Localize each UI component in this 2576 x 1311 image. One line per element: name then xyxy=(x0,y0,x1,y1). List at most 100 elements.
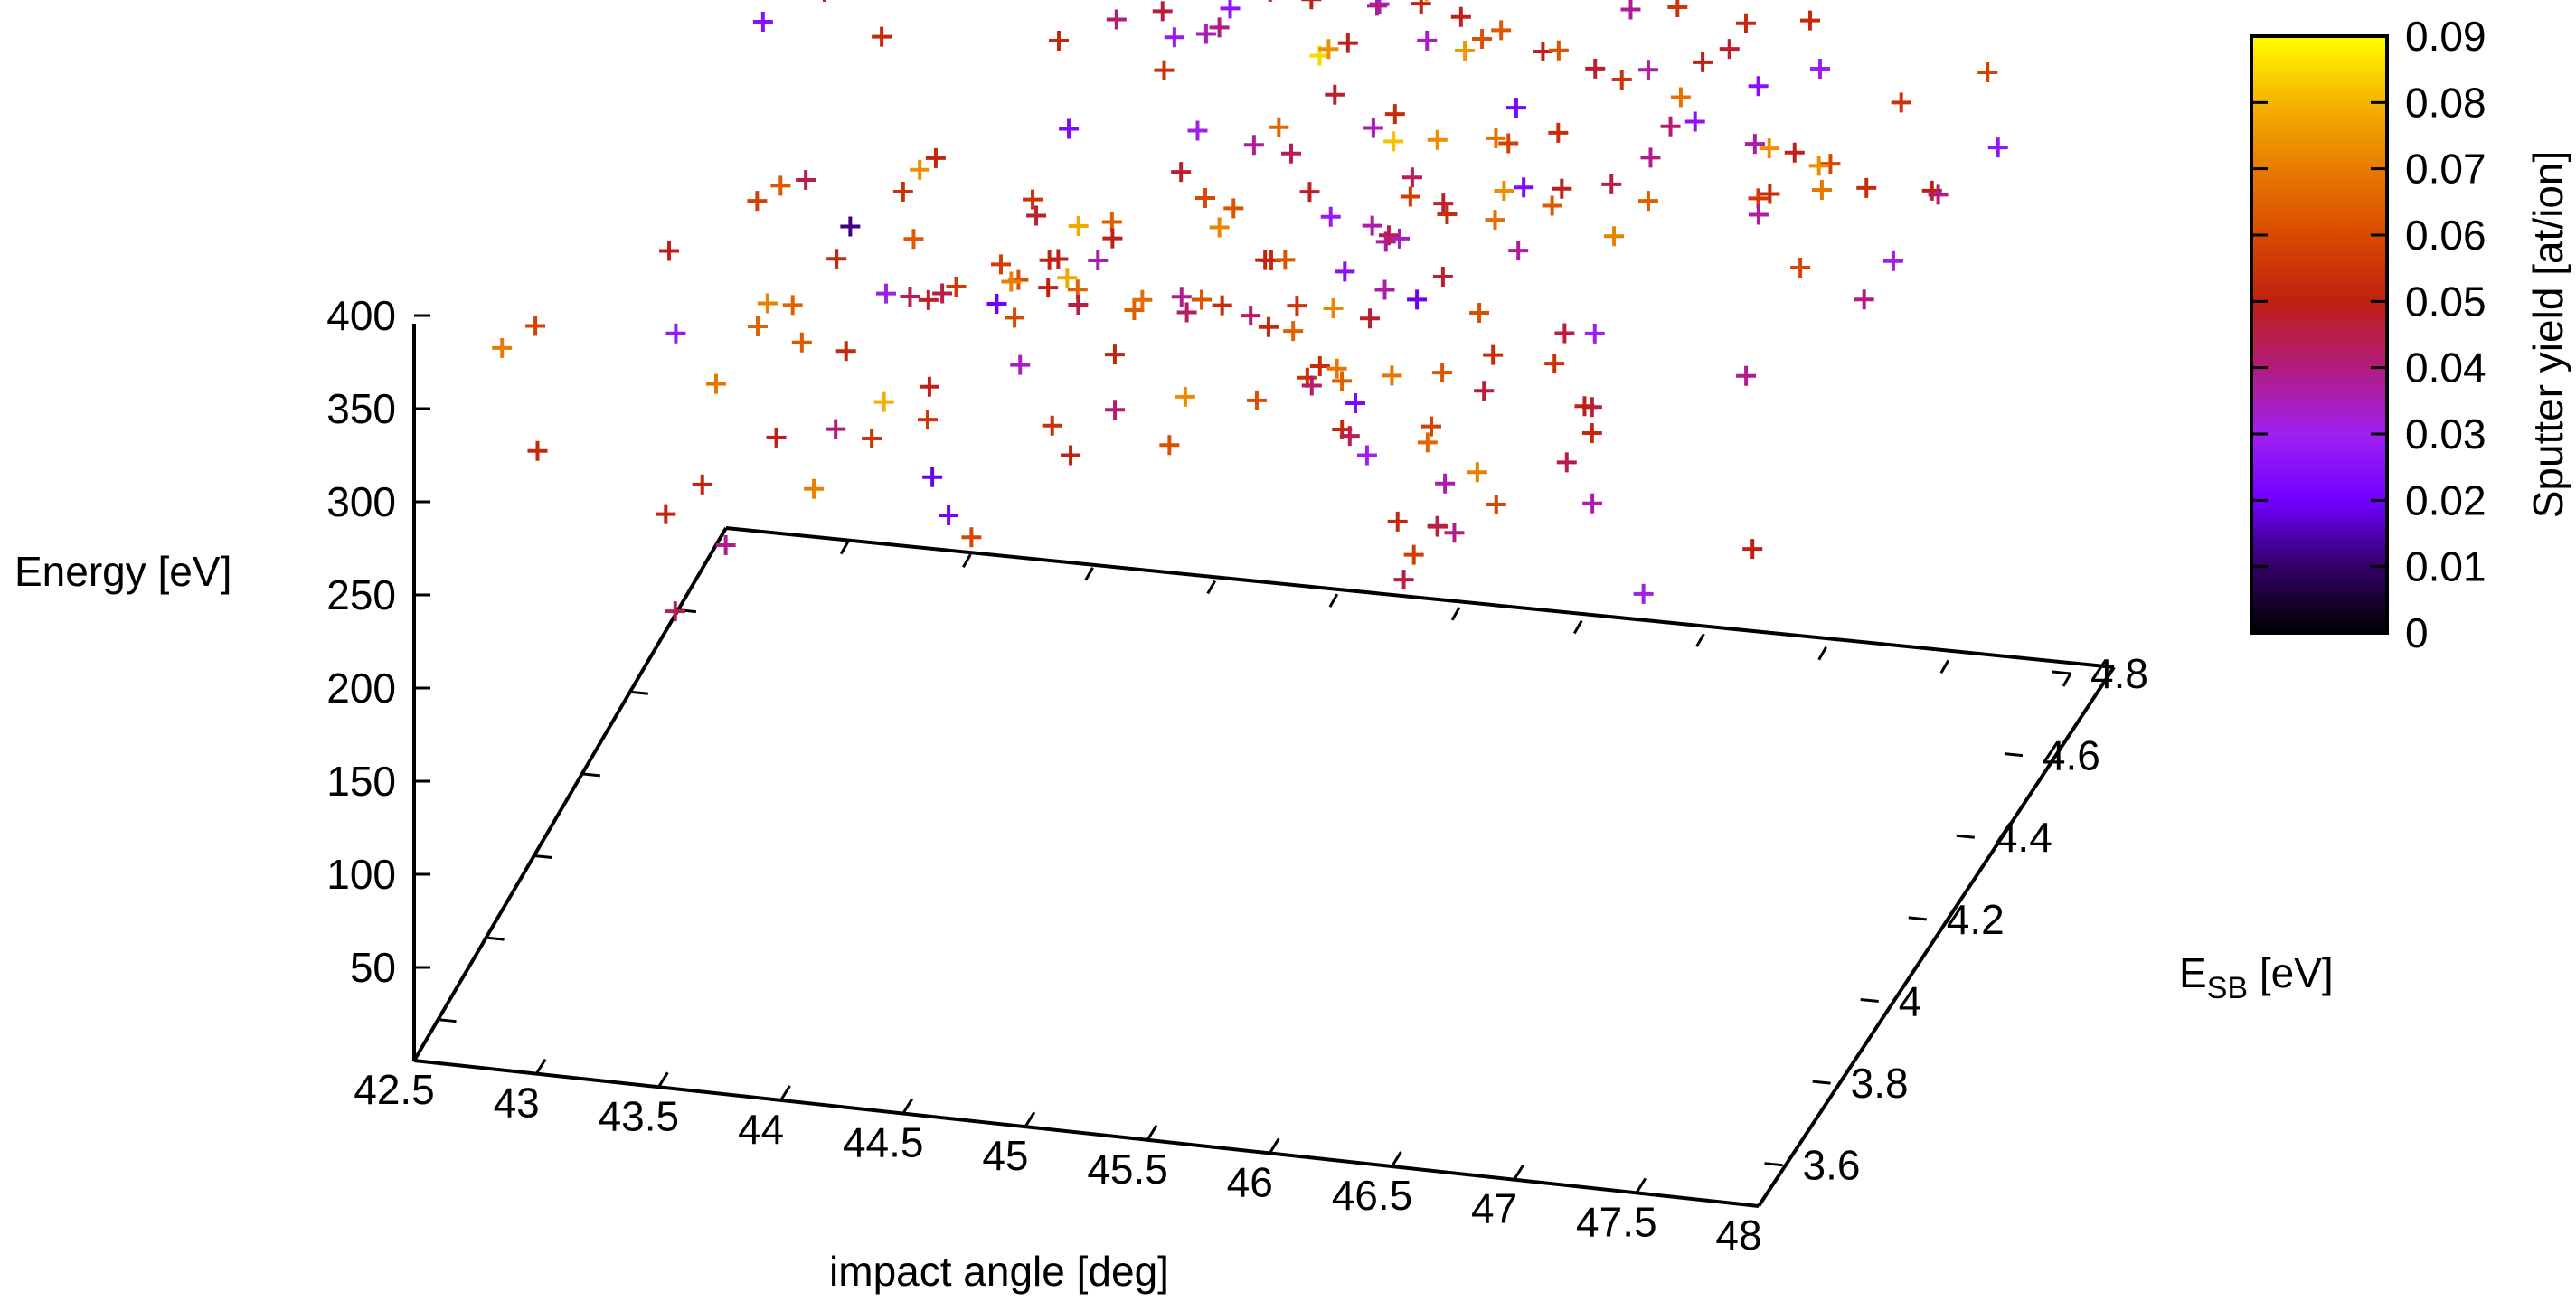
scatter-point xyxy=(918,289,939,310)
x-tick-mark-back xyxy=(1450,607,1461,621)
scatter-point xyxy=(1633,583,1654,604)
x-axis-title: impact angle [deg] xyxy=(829,1248,1169,1295)
back-x-edge xyxy=(725,526,2115,669)
z-tick-label: 200 xyxy=(326,665,396,712)
scatter-point xyxy=(1548,122,1569,143)
scatter-point xyxy=(1023,189,1043,210)
scatter-point xyxy=(1427,129,1448,150)
y-tick-mark xyxy=(2052,670,2071,675)
scatter-point xyxy=(1417,30,1438,51)
scatter-point xyxy=(1403,544,1424,565)
scatter-point xyxy=(1106,9,1127,30)
scatter-point xyxy=(1469,302,1490,323)
scatter-point xyxy=(1268,0,1272,2)
x-tick-label: 47 xyxy=(1471,1185,1517,1232)
scatter-point xyxy=(1433,193,1454,214)
scatter-point xyxy=(1585,58,1606,79)
scatter-point xyxy=(1048,31,1069,52)
scatter-point xyxy=(1486,495,1506,515)
scatter-point xyxy=(1748,76,1769,97)
scatter-point xyxy=(922,467,943,487)
y-tick-label: 4.6 xyxy=(2043,732,2100,779)
scatter-point xyxy=(1891,92,1911,113)
y-tick-mark xyxy=(1908,916,1927,921)
scatter-point xyxy=(1417,432,1438,453)
scatter-point xyxy=(1175,386,1195,407)
scatter-point xyxy=(925,147,946,168)
scatter-point xyxy=(665,323,686,344)
scatter-point xyxy=(826,249,847,269)
scatter-point xyxy=(1026,205,1047,226)
scatter-point xyxy=(1220,0,1241,19)
scatter-point xyxy=(1809,59,1830,80)
scatter-point xyxy=(1856,177,1877,198)
colorbar-tick-label: 0.01 xyxy=(2405,543,2486,590)
x-tick-mark-back xyxy=(1939,659,1950,674)
scatter-point xyxy=(1367,0,1388,16)
scatter-point xyxy=(1748,204,1769,225)
scatter-point xyxy=(1759,138,1779,159)
scatter-point xyxy=(1269,117,1289,137)
scatter-point xyxy=(1195,24,1216,44)
y-tick-label: 3.8 xyxy=(1851,1060,1909,1107)
x-tick-mark-back xyxy=(1817,646,1827,661)
scatter-point xyxy=(917,410,938,430)
scatter-point xyxy=(1474,381,1495,401)
scatter-point xyxy=(1326,358,1347,379)
scatter-point xyxy=(1420,416,1441,437)
colorbar-tick-label: 0.03 xyxy=(2405,410,2486,457)
scatter-point xyxy=(1736,365,1757,386)
scatter-point xyxy=(527,440,548,461)
scatter-point xyxy=(656,504,676,524)
x-tick-mark xyxy=(1146,1125,1158,1141)
scatter-point xyxy=(1010,354,1031,375)
scatter-point xyxy=(1719,39,1740,60)
x-tick-label: 42.5 xyxy=(354,1066,435,1113)
scatter-point xyxy=(1356,445,1377,466)
scatter-point xyxy=(1241,306,1261,326)
colorbar-gradient xyxy=(2250,34,2389,635)
scatter-point xyxy=(1548,40,1569,61)
scatter-point xyxy=(1486,127,1506,148)
scatter-point xyxy=(1584,323,1605,344)
scatter-point xyxy=(1005,307,1025,328)
scatter-point xyxy=(1432,267,1453,288)
x-axis-ticks: 42.5 43 43.5 44 44.5 45 45.5 46 46.5 47 47.5 48 xyxy=(354,527,2072,1259)
scatter-point xyxy=(903,229,924,250)
x-tick-label: 44.5 xyxy=(843,1119,924,1166)
z-axis-title: Energy [eV] xyxy=(14,548,231,595)
scatter-point xyxy=(1582,493,1603,514)
x-tick-mark xyxy=(1635,1177,1647,1194)
scatter-point xyxy=(766,427,787,448)
x-tick-mark xyxy=(1024,1111,1036,1127)
scatter-point xyxy=(1505,98,1526,118)
z-axis-ticks: 50 100 150 200 250 300 350 400 xyxy=(326,292,430,991)
x-tick-mark xyxy=(901,1098,913,1115)
scatter-point xyxy=(1212,295,1232,316)
colorbar-tick-label: 0.05 xyxy=(2405,278,2486,325)
z-tick-label: 250 xyxy=(326,571,396,618)
scatter-point xyxy=(1514,177,1534,198)
scatter-point xyxy=(1195,188,1215,209)
scatter-point xyxy=(1660,116,1681,137)
scatter-point xyxy=(1323,298,1344,319)
x-tick-mark xyxy=(1269,1137,1280,1155)
y-tick-mark-left xyxy=(533,854,552,859)
scatter-point xyxy=(939,505,959,526)
scatter-point xyxy=(1001,271,1022,292)
y-tick-label: 4.4 xyxy=(1995,814,2052,861)
right-y-axis xyxy=(1757,665,2116,1208)
scatter-point xyxy=(1301,375,1322,396)
scatter-point xyxy=(1472,28,1493,49)
y-tick-label: 4 xyxy=(1899,977,1922,1024)
y-tick-mark xyxy=(1812,1080,1831,1085)
scatter-point xyxy=(1171,162,1192,183)
scatter-point xyxy=(946,277,967,297)
y-tick-mark xyxy=(2004,752,2024,758)
left-y-edge xyxy=(412,526,728,1062)
scatter-point xyxy=(1345,393,1366,414)
scatter-point xyxy=(1335,261,1355,282)
scatter-point xyxy=(1088,250,1109,270)
scatter-point xyxy=(1382,365,1402,386)
